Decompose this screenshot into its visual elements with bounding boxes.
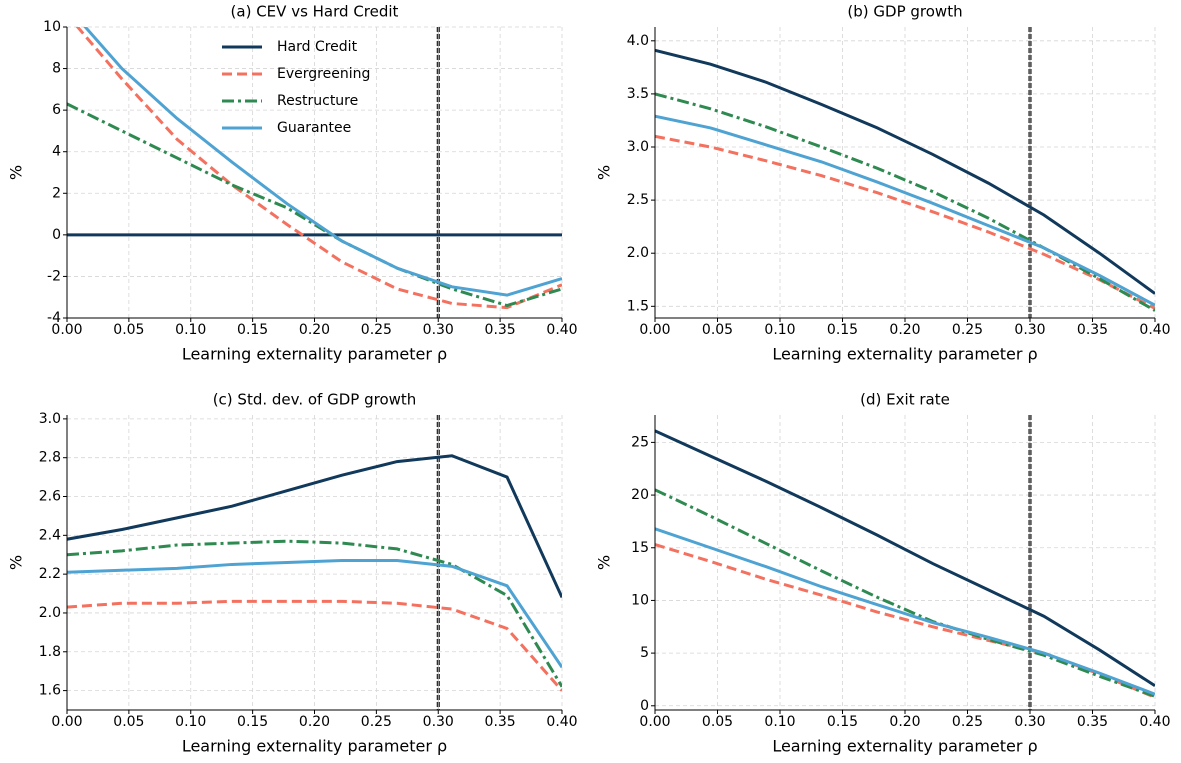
series-line	[67, 599, 562, 692]
x-tick-label: 0.40	[546, 322, 577, 338]
y-tick-label: 2.4	[39, 527, 61, 543]
legend-label: Restructure	[277, 93, 358, 109]
series-line	[655, 134, 1155, 310]
y-axis-label: %	[7, 555, 26, 570]
x-tick-label: 0.00	[51, 714, 82, 730]
x-tick-label: 0.40	[1139, 714, 1170, 730]
chart-title: (a) CEV vs Hard Credit	[231, 3, 399, 21]
series-line	[75, 27, 562, 310]
y-tick-label: 3.5	[627, 86, 649, 102]
series-line	[655, 48, 1155, 295]
chart-panel: (c) Std. dev. of GDP growth Learning exte…	[7, 391, 578, 756]
x-tick-label: 0.05	[113, 322, 144, 338]
x-tick-label: 0.30	[423, 322, 454, 338]
chart-title: (c) Std. dev. of GDP growth	[213, 391, 417, 409]
y-tick-label: 2.2	[39, 566, 61, 582]
series-line	[83, 27, 562, 297]
x-tick-label: 0.25	[952, 714, 983, 730]
series-line	[655, 527, 1155, 696]
y-tick-label: 2.8	[39, 450, 61, 466]
x-tick-label: 0.20	[889, 714, 920, 730]
x-tick-label: 0.15	[827, 322, 858, 338]
x-tick-label: 0.25	[361, 322, 392, 338]
x-tick-label: 0.25	[361, 714, 392, 730]
x-axis-label: Learning externality parameter ρ	[772, 345, 1037, 364]
x-tick-label: 0.40	[546, 714, 577, 730]
y-tick-label: 2	[52, 185, 61, 201]
y-axis-label: %	[595, 555, 614, 570]
y-tick-label: 1.5	[627, 298, 649, 314]
x-tick-label: 0.10	[175, 322, 206, 338]
x-tick-label: 0.05	[702, 714, 733, 730]
y-tick-label: 8	[52, 61, 61, 77]
x-tick-label: 0.35	[485, 322, 516, 338]
chart-title: (b) GDP growth	[847, 3, 962, 21]
x-tick-label: 0.25	[952, 322, 983, 338]
y-tick-label: 0	[52, 227, 61, 243]
x-tick-label: 0.20	[889, 322, 920, 338]
series-line	[67, 454, 562, 599]
x-tick-label: 0.35	[485, 714, 516, 730]
chart-title: (d) Exit rate	[860, 391, 950, 409]
legend-label: Evergreening	[277, 66, 370, 82]
x-tick-label: 0.10	[764, 322, 795, 338]
series-line	[655, 429, 1155, 688]
y-tick-label: 25	[631, 434, 649, 450]
y-tick-label: 5	[640, 645, 649, 661]
series-line	[655, 543, 1155, 699]
y-tick-label: 15	[631, 540, 649, 556]
x-tick-label: 0.20	[299, 322, 330, 338]
x-tick-label: 0.20	[299, 714, 330, 730]
x-axis-label: Learning externality parameter ρ	[182, 737, 447, 756]
y-axis-label: %	[7, 165, 26, 180]
y-tick-label: 0	[640, 698, 649, 714]
y-axis-label: %	[595, 165, 614, 180]
y-tick-label: -4	[47, 310, 61, 326]
legend-label: Guarantee	[277, 120, 351, 136]
x-axis-label: Learning externality parameter ρ	[182, 345, 447, 364]
series-line	[655, 92, 1155, 312]
y-tick-label: 10	[631, 592, 649, 608]
x-tick-label: 0.15	[237, 322, 268, 338]
y-tick-label: 1.6	[39, 683, 61, 699]
x-tick-label: 0.00	[639, 322, 670, 338]
x-tick-label: 0.40	[1139, 322, 1170, 338]
legend-label: Hard Credit	[277, 39, 358, 55]
chart-panel: (a) CEV vs Hard Credit Learning externali…	[7, 3, 578, 364]
x-tick-label: 0.00	[51, 322, 82, 338]
x-tick-label: 0.10	[175, 714, 206, 730]
y-tick-label: 2.0	[627, 245, 649, 261]
x-tick-label: 0.30	[1014, 714, 1045, 730]
y-tick-label: 1.8	[39, 644, 61, 660]
x-axis-label: Learning externality parameter ρ	[772, 737, 1037, 756]
x-tick-label: 0.30	[423, 714, 454, 730]
x-tick-label: 0.15	[827, 714, 858, 730]
y-tick-label: 4	[52, 144, 61, 160]
x-tick-label: 0.30	[1014, 322, 1045, 338]
chart-panel: (d) Exit rate Learning externality parame…	[595, 391, 1171, 756]
y-tick-label: 10	[43, 19, 61, 35]
x-tick-label: 0.05	[702, 322, 733, 338]
y-tick-label: 2.6	[39, 489, 61, 505]
y-tick-label: 3.0	[627, 139, 649, 155]
series-line	[655, 488, 1155, 698]
series-line	[67, 539, 562, 688]
x-tick-label: 0.10	[764, 714, 795, 730]
y-tick-label: 3.0	[39, 411, 61, 427]
y-tick-label: 6	[52, 102, 61, 118]
y-tick-label: -2	[47, 268, 61, 284]
y-tick-label: 4.0	[627, 33, 649, 49]
y-tick-label: 2.5	[627, 192, 649, 208]
series-line	[67, 559, 562, 669]
x-tick-label: 0.35	[1077, 322, 1108, 338]
x-tick-label: 0.05	[113, 714, 144, 730]
y-tick-label: 20	[631, 487, 649, 503]
x-tick-label: 0.35	[1077, 714, 1108, 730]
x-tick-label: 0.15	[237, 714, 268, 730]
series-line	[655, 114, 1155, 307]
x-tick-label: 0.00	[639, 714, 670, 730]
y-tick-label: 2.0	[39, 605, 61, 621]
chart-panel: (b) GDP growth Learning externality param…	[595, 3, 1171, 364]
